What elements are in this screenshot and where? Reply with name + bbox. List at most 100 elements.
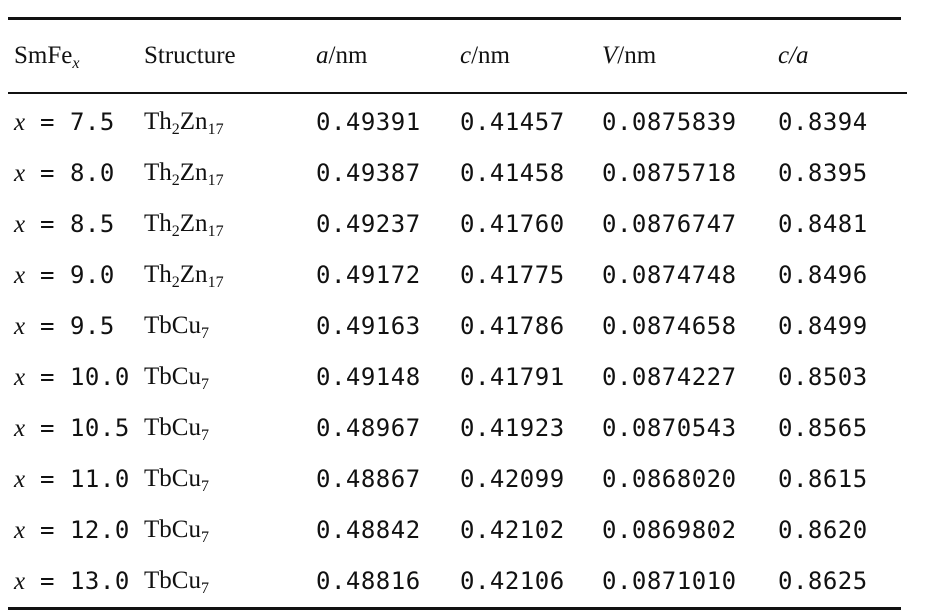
cell-x: x = 12.0 — [8, 505, 144, 556]
cell-v: 0.0870543 — [602, 414, 737, 442]
cell-a: 0.49391 — [316, 108, 421, 136]
cell-a: 0.48842 — [316, 516, 421, 544]
structure-part-a: Th — [144, 261, 172, 288]
cell-v: 0.0875718 — [602, 159, 737, 187]
structure-part-a: TbCu — [144, 363, 201, 390]
header-v-unit: /nm — [617, 42, 657, 69]
cell-x: x = 11.0 — [8, 454, 144, 505]
cell-a: 0.48967 — [316, 414, 421, 442]
cell-x: x = 10.5 — [8, 403, 144, 454]
x-value: 10.5 — [69, 413, 130, 442]
x-value: 8.5 — [69, 209, 115, 238]
cell-c: 0.41457 — [460, 108, 565, 136]
x-value: 12.0 — [69, 515, 130, 544]
structure-part-a: TbCu — [144, 465, 201, 492]
cell-a: 0.49237 — [316, 210, 421, 238]
x-value: 10.0 — [69, 362, 130, 391]
x-label: x — [14, 414, 26, 442]
x-value: 11.0 — [69, 464, 130, 493]
cell-a: 0.49172 — [316, 261, 421, 289]
structure-part-b-sub: 17 — [207, 223, 224, 240]
structure-part-b-sub: 17 — [207, 172, 224, 189]
cell-c-over-a: 0.8481 — [778, 210, 868, 238]
table-row: x = 11.0 TbCu7 0.48867 0.42099 0.0868020 0.86… — [8, 454, 907, 505]
cell-v: 0.0874658 — [602, 312, 737, 340]
cell-structure: TbCu7 — [144, 454, 316, 505]
structure-part-a: TbCu — [144, 567, 201, 594]
cell-c: 0.42102 — [460, 516, 565, 544]
cell-c-over-a: 0.8394 — [778, 108, 868, 136]
cell-c-over-a: 0.8499 — [778, 312, 868, 340]
header-v: V/nm — [602, 20, 778, 92]
cell-x: x = 9.5 — [8, 301, 144, 352]
cell-x: x = 10.0 — [8, 352, 144, 403]
lattice-parameter-table: SmFex Structure a/nm c/nm V/nm c/a x = 7… — [8, 20, 907, 607]
cell-structure: TbCu7 — [144, 403, 316, 454]
header-a-var: a — [316, 42, 329, 69]
x-label: x — [14, 363, 26, 391]
cell-structure: TbCu7 — [144, 352, 316, 403]
structure-part-a-sub: 2 — [171, 172, 180, 189]
x-label: x — [14, 312, 26, 340]
cell-c: 0.42099 — [460, 465, 565, 493]
structure-part-a: TbCu — [144, 516, 201, 543]
table-row: x = 10.0 TbCu7 0.49148 0.41791 0.0874227 0.85… — [8, 352, 907, 403]
cell-c: 0.41458 — [460, 159, 565, 187]
cell-structure: Th2Zn17 — [144, 148, 316, 199]
table-header-rule — [8, 92, 907, 94]
x-value: 9.5 — [69, 311, 115, 340]
x-equals: = — [25, 107, 70, 136]
cell-structure: Th2Zn17 — [144, 94, 316, 148]
header-c-unit: /nm — [471, 42, 511, 69]
cell-v: 0.0875839 — [602, 108, 737, 136]
x-label: x — [14, 261, 26, 289]
x-equals: = — [25, 464, 70, 493]
structure-part-b-sub: 17 — [207, 121, 224, 138]
table-row: x = 9.0 Th2Zn17 0.49172 0.41775 0.0874748 0.8… — [8, 250, 907, 301]
header-row: SmFex Structure a/nm c/nm V/nm c/a — [8, 20, 907, 92]
structure-part-a: Th — [144, 210, 172, 237]
structure-part-a: Th — [144, 159, 172, 186]
header-smfex: SmFex — [8, 20, 144, 92]
header-smfex-base: SmFe — [14, 42, 73, 69]
cell-v: 0.0869802 — [602, 516, 737, 544]
cell-v: 0.0868020 — [602, 465, 737, 493]
structure-part-a: TbCu — [144, 414, 201, 441]
x-equals: = — [25, 311, 70, 340]
cell-x: x = 7.5 — [8, 94, 144, 148]
table-row: x = 8.0 Th2Zn17 0.49387 0.41458 0.0875718 0.8… — [8, 148, 907, 199]
cell-c: 0.41760 — [460, 210, 565, 238]
cell-c-over-a: 0.8615 — [778, 465, 868, 493]
structure-part-a-sub: 7 — [200, 580, 209, 597]
cell-a: 0.48867 — [316, 465, 421, 493]
x-value: 9.0 — [69, 260, 115, 289]
x-label: x — [14, 465, 26, 493]
table-body: x = 7.5 Th2Zn17 0.49391 0.41457 0.0875839 0.8… — [8, 94, 907, 607]
cell-structure: TbCu7 — [144, 301, 316, 352]
structure-part-a-sub: 7 — [200, 325, 209, 342]
header-a: a/nm — [316, 20, 460, 92]
structure-part-a-sub: 2 — [171, 121, 180, 138]
structure-part-b: Zn — [179, 159, 208, 186]
cell-v: 0.0876747 — [602, 210, 737, 238]
x-label: x — [14, 108, 26, 136]
cell-c-over-a: 0.8620 — [778, 516, 868, 544]
header-c: c/nm — [460, 20, 602, 92]
structure-part-a-sub: 7 — [200, 529, 209, 546]
structure-part-a-sub: 7 — [200, 427, 209, 444]
x-equals: = — [25, 566, 70, 595]
structure-part-a: Th — [144, 108, 172, 135]
cell-a: 0.49148 — [316, 363, 421, 391]
cell-c-over-a: 0.8565 — [778, 414, 868, 442]
table-row: x = 13.0 TbCu7 0.48816 0.42106 0.0871010 0.86… — [8, 556, 907, 607]
cell-x: x = 8.0 — [8, 148, 144, 199]
structure-part-b: Zn — [179, 108, 208, 135]
x-equals: = — [25, 158, 70, 187]
header-c-over-a: c/a — [778, 42, 809, 69]
structure-part-a-sub: 7 — [200, 376, 209, 393]
cell-x: x = 9.0 — [8, 250, 144, 301]
header-structure: Structure — [144, 42, 236, 69]
cell-c-over-a: 0.8625 — [778, 567, 868, 595]
cell-structure: TbCu7 — [144, 556, 316, 607]
header-v-var: V — [602, 42, 618, 69]
